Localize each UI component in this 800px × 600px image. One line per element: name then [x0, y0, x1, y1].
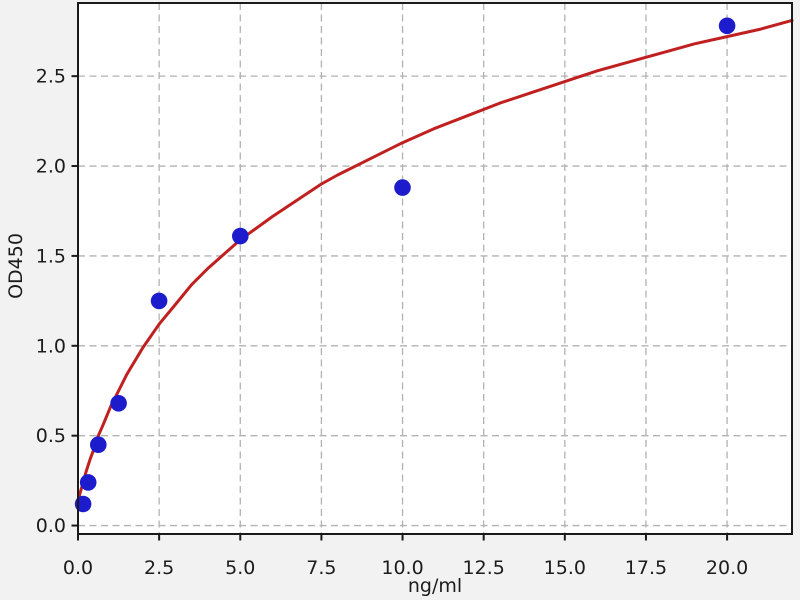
x-tick-label: 7.5: [306, 557, 336, 579]
x-tick-label: 15.0: [544, 557, 586, 579]
data-point: [90, 436, 107, 454]
x-tick-label: 20.0: [706, 557, 748, 579]
data-point: [394, 179, 411, 196]
plot-border: [77, 2, 793, 535]
y-tick-label: 0.0: [36, 515, 66, 537]
data-point: [79, 474, 97, 491]
data-point: [150, 292, 168, 310]
y-tick-label: 2.5: [36, 66, 66, 88]
x-tick-label: 17.5: [625, 557, 667, 579]
fit-curve-layer: [76, 18, 794, 502]
x-tick-label: 12.5: [463, 557, 505, 579]
y-tick-label: 0.5: [36, 425, 66, 447]
plot-area: [78, 3, 792, 534]
x-axis-label: ng/ml: [408, 575, 462, 597]
x-tick-label: 5.0: [225, 557, 255, 579]
tick-marks: [71, 75, 729, 541]
data-point: [718, 17, 736, 35]
y-tick-label: 2.0: [36, 156, 66, 178]
y-tick-label: 1.0: [36, 335, 66, 357]
x-tick-label: 0.0: [63, 557, 93, 579]
x-tick-label: 2.5: [144, 557, 174, 579]
y-tick-label: 1.5: [36, 245, 66, 267]
data-point: [110, 395, 127, 412]
data-point: [232, 227, 249, 245]
y-axis-label: OD450: [5, 233, 27, 299]
gridlines: [78, 3, 792, 534]
x-tick-label: 10.0: [381, 557, 423, 579]
fit-curve-line: [76, 18, 794, 502]
